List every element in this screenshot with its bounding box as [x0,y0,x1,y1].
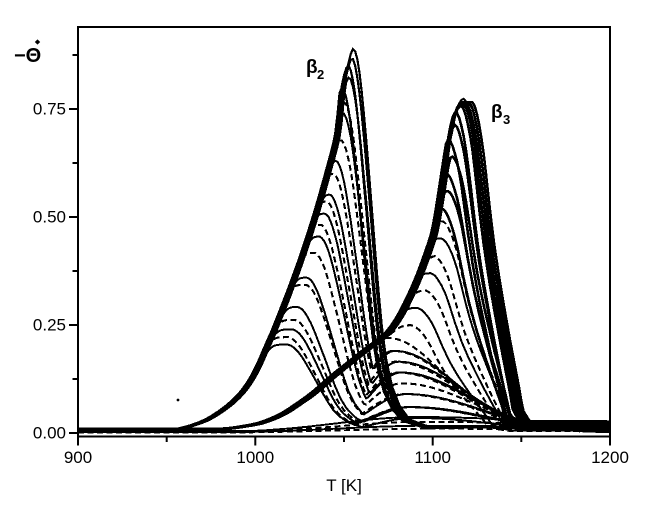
svg-text:0.50: 0.50 [33,208,66,227]
svg-text:0.00: 0.00 [33,424,66,443]
svg-text:T [K]: T [K] [326,476,362,495]
svg-text:β: β [306,57,318,78]
svg-text:β: β [491,102,503,123]
svg-text:0.25: 0.25 [33,316,66,335]
svg-text:0.75: 0.75 [33,100,66,119]
svg-text:1100: 1100 [414,448,451,467]
svg-text:1200: 1200 [591,448,629,467]
svg-text:2: 2 [317,67,324,82]
svg-text:1000: 1000 [236,448,274,467]
svg-text:−Θ: −Θ [14,45,41,67]
svg-text:3: 3 [503,112,510,127]
svg-text:900: 900 [64,448,92,467]
